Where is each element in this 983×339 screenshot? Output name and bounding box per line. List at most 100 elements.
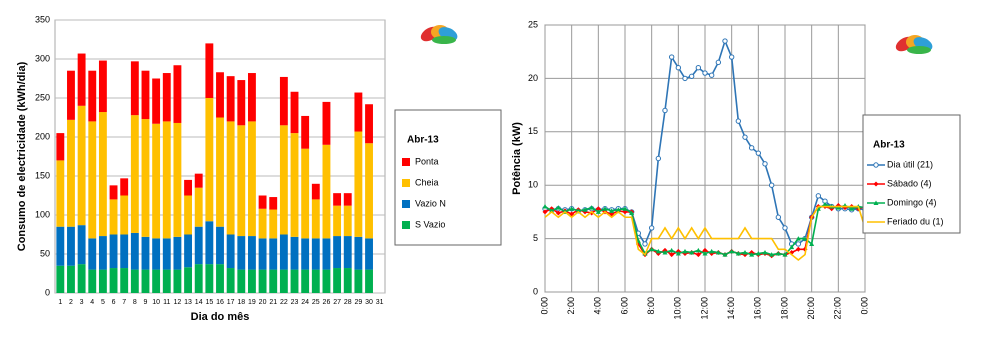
bar-segment	[98, 60, 107, 113]
bar-segment	[333, 205, 342, 237]
point	[595, 206, 601, 212]
bar-segment	[290, 236, 299, 270]
legend-label: Sábado (4)	[887, 178, 932, 188]
x-tick-label: 12:00	[699, 297, 709, 320]
bar-segment	[98, 236, 107, 270]
bar-segment	[88, 269, 97, 293]
bar-segment	[152, 269, 161, 293]
y-tick-label: 25	[528, 19, 538, 29]
y-tick-label: 5	[533, 233, 538, 243]
x-tick-label: 27	[333, 299, 341, 306]
bar-segment	[269, 197, 278, 210]
bar-segment	[354, 131, 363, 237]
x-tick-label: 2	[69, 299, 73, 306]
legend-swatch	[402, 221, 410, 229]
bar-segment	[311, 269, 320, 293]
x-tick-label: 28	[344, 299, 352, 306]
bar-segment	[247, 269, 256, 293]
legend-title: Abr-13	[873, 140, 905, 151]
y-tick-label: 20	[528, 73, 538, 83]
x-tick-label: 9	[144, 299, 148, 306]
bar-segment	[216, 117, 224, 227]
x-tick-label: 8	[133, 299, 137, 306]
bar-segment	[354, 92, 363, 132]
point	[669, 252, 675, 258]
bar-segment	[184, 267, 193, 293]
legend-box	[394, 109, 502, 246]
bar-segment	[226, 234, 235, 269]
bar-segment	[120, 178, 129, 196]
point	[795, 241, 802, 247]
bar-segment	[311, 183, 320, 200]
bar-segment	[141, 70, 150, 120]
bar-segment	[184, 195, 193, 235]
bar-segment	[88, 238, 97, 270]
bar-segment	[67, 265, 75, 293]
bar-segment	[365, 104, 373, 144]
bar-segment	[56, 160, 65, 227]
bar-segment	[152, 78, 161, 124]
x-tick-label: 30	[365, 299, 373, 306]
bar-segment	[343, 236, 352, 269]
point	[755, 150, 762, 156]
legend-title: Abr-13	[407, 135, 439, 146]
bar-segment	[98, 112, 107, 237]
point	[802, 236, 808, 241]
bar-segment	[109, 185, 118, 200]
bar-segment	[258, 238, 267, 270]
point	[555, 205, 561, 210]
bar-segment	[237, 80, 246, 126]
point	[849, 206, 855, 211]
x-tick-label: 22	[280, 299, 288, 306]
point	[795, 236, 801, 241]
bar-segment	[311, 199, 320, 239]
bar-segment	[322, 238, 331, 270]
bar-segment	[301, 115, 310, 149]
bar-segment	[290, 133, 299, 237]
bar-segment	[343, 193, 352, 206]
point	[789, 244, 795, 250]
x-tick-label: 15	[205, 299, 213, 306]
point	[702, 70, 708, 76]
point	[675, 65, 682, 71]
x-tick-label: 20	[259, 299, 267, 306]
bar-segment	[194, 264, 203, 293]
bar-segment	[77, 105, 86, 226]
bar-segment	[258, 269, 267, 293]
point	[675, 251, 681, 256]
bar-segment	[194, 173, 203, 188]
bar-segment	[141, 119, 150, 237]
bar-segment	[343, 268, 352, 293]
x-tick-label: 2:00	[566, 297, 576, 315]
bar-segment	[77, 225, 86, 265]
x-tick-label: 19	[248, 299, 256, 306]
bar-segment	[226, 76, 235, 122]
legend-marker	[873, 162, 879, 168]
bar-segment	[67, 70, 75, 120]
bar-segment	[109, 268, 118, 293]
point	[715, 249, 721, 255]
y-tick-label: 300	[35, 53, 50, 63]
x-tick-label: 4:00	[593, 297, 603, 315]
bar-segment	[205, 43, 214, 98]
bar-segment	[301, 148, 310, 239]
bar-segment	[365, 143, 373, 239]
x-tick-label: 16	[216, 299, 224, 306]
point	[669, 247, 675, 253]
point	[835, 205, 841, 210]
x-tick-label: 5	[101, 299, 105, 306]
point	[782, 225, 788, 231]
y-tick-label: 0	[45, 287, 50, 297]
point	[815, 193, 822, 199]
point	[649, 246, 655, 252]
y-tick-label: 15	[528, 126, 538, 136]
bar-segment	[152, 238, 161, 270]
point	[589, 205, 595, 210]
point	[708, 72, 715, 78]
bar-segment	[269, 238, 278, 270]
point	[749, 252, 755, 257]
x-tick-label: 13	[184, 299, 192, 306]
bar-segment	[301, 238, 310, 270]
point	[602, 206, 608, 211]
x-tick-label: 21	[269, 299, 277, 306]
